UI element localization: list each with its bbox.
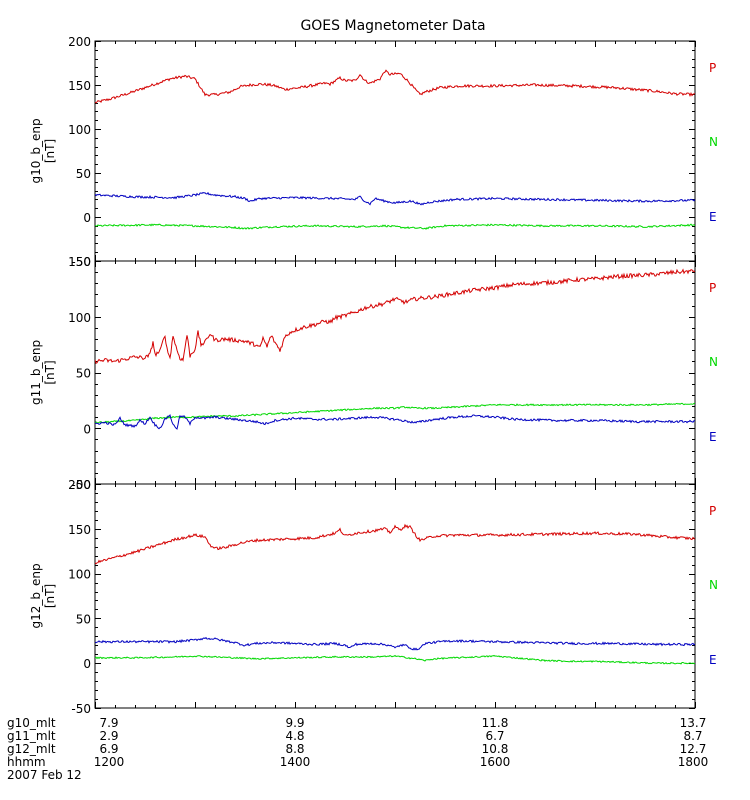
series-line-N xyxy=(95,223,695,230)
legend-P: P xyxy=(709,281,716,295)
y-tick-label: 150 xyxy=(68,79,91,93)
x-annot-label-g12: g12_mlt xyxy=(7,742,56,756)
x-annot-value: 7.9 xyxy=(99,716,118,730)
x-annot-value: 11.8 xyxy=(482,716,509,730)
y-axis-label: g10_b_enp xyxy=(29,118,43,183)
x-annot-value: 6.7 xyxy=(485,729,504,743)
series-line-P xyxy=(95,523,695,565)
chart-date: 2007 Feb 12 xyxy=(7,768,82,782)
y-tick-label: 200 xyxy=(68,35,91,49)
legend-P: P xyxy=(709,61,716,75)
y-tick-label: 50 xyxy=(76,167,91,181)
x-annot-value: 1800 xyxy=(678,755,709,769)
y-tick-label: -50 xyxy=(71,478,91,492)
y-tick-label: 150 xyxy=(68,255,91,269)
x-annot-value: 13.7 xyxy=(680,716,707,730)
x-annot-value: 1400 xyxy=(280,755,311,769)
x-annot-label-hhmm: hhmm xyxy=(7,755,46,769)
series-line-E xyxy=(95,636,695,651)
x-annot-value: 9.9 xyxy=(285,716,304,730)
x-annot-value: 8.8 xyxy=(285,742,304,756)
legend-P: P xyxy=(709,504,716,518)
x-annot-value: 10.8 xyxy=(482,742,509,756)
series-line-E xyxy=(95,414,695,430)
legend-N: N xyxy=(709,135,718,149)
y-axis-unit: [nT] xyxy=(43,360,57,384)
legend-E: E xyxy=(709,210,717,224)
x-annotation-labels: g10_mlt g11_mlt g12_mlt hhmm 2007 Feb 12 xyxy=(7,716,82,782)
y-tick-label: 150 xyxy=(68,523,91,537)
y-tick-label: 0 xyxy=(83,422,91,436)
legend-E: E xyxy=(709,430,717,444)
y-axis-unit: [nT] xyxy=(43,584,57,608)
panel-1: 200 150 100 50 0 -50 g10_b_enp [nT] P N E xyxy=(29,35,718,269)
x-annot-value: 1200 xyxy=(94,755,125,769)
legend-N: N xyxy=(709,355,718,369)
legend-N: N xyxy=(709,578,718,592)
y-tick-label: -50 xyxy=(71,702,91,716)
x-annot-label-g10: g10_mlt xyxy=(7,716,56,730)
x-annot-value: 8.7 xyxy=(683,729,702,743)
y-tick-label: -50 xyxy=(71,255,91,269)
y-axis-label: g11_b_enp xyxy=(29,340,43,405)
panel-frame xyxy=(94,260,696,485)
y-tick-label: 100 xyxy=(68,568,91,582)
x-annot-value: 4.8 xyxy=(285,729,304,743)
y-tick-label: 200 xyxy=(68,478,91,492)
series-line-P xyxy=(95,69,695,104)
y-tick-label: 0 xyxy=(83,657,91,671)
y-tick-label: 100 xyxy=(68,311,91,325)
series-line-E xyxy=(95,191,695,206)
panel-frame xyxy=(94,483,696,709)
x-annot-value: 2.9 xyxy=(99,729,118,743)
y-tick-label: 50 xyxy=(76,367,91,381)
y-tick-label: 50 xyxy=(76,612,91,626)
x-annot-value: 6.9 xyxy=(99,742,118,756)
x-annot-label-g11: g11_mlt xyxy=(7,729,56,743)
panel-frame xyxy=(94,40,696,262)
x-annot-value: 1600 xyxy=(480,755,511,769)
panel-3: 200 150 100 50 0 -50 g12_b_enp [nT] P N E xyxy=(29,478,718,716)
series-line-P xyxy=(95,268,695,364)
legend-E: E xyxy=(709,653,717,667)
chart-title: GOES Magnetometer Data xyxy=(300,18,485,34)
y-tick-label: 100 xyxy=(68,123,91,137)
y-axis-unit: [nT] xyxy=(43,139,57,163)
panel-2: 150 100 50 0 -50 g11_b_enp [nT] P N E xyxy=(29,255,718,492)
series-line-N xyxy=(95,654,695,665)
y-axis-label: g12_b_enp xyxy=(29,563,43,628)
y-tick-label: 0 xyxy=(83,211,91,225)
x-annot-value: 12.7 xyxy=(680,742,707,756)
